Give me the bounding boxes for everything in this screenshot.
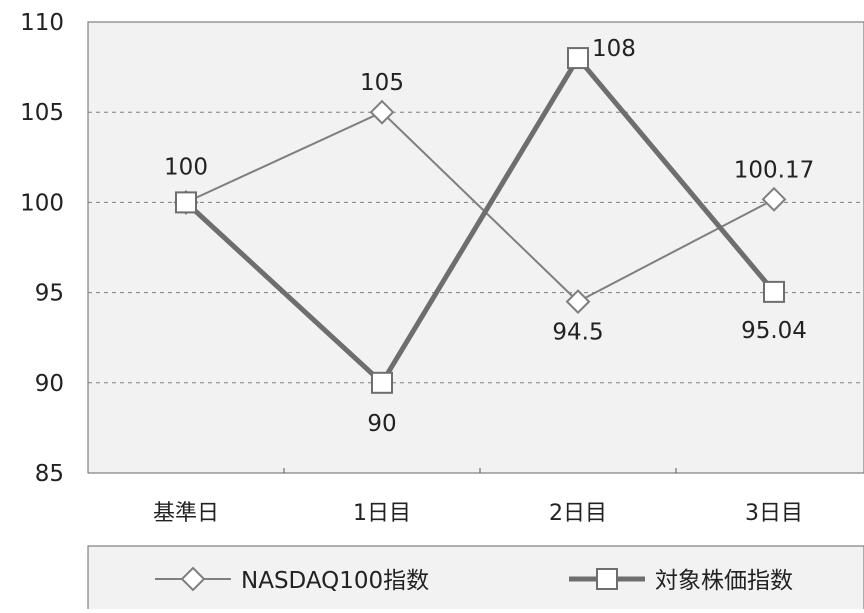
y-tick-label: 90 bbox=[35, 371, 64, 397]
y-tick-label: 85 bbox=[35, 461, 64, 487]
data-label: 90 bbox=[367, 411, 396, 437]
legend: NASDAQ100指数 対象株価指数 bbox=[87, 545, 864, 613]
x-tick-label: 2日目 bbox=[549, 501, 607, 526]
series-line-nasdaq bbox=[185, 111, 775, 303]
y-tick-label: 95 bbox=[35, 281, 64, 307]
data-label: 105 bbox=[360, 70, 404, 96]
legend-label-nasdaq: NASDAQ100指数 bbox=[241, 568, 429, 594]
y-tick-label: 105 bbox=[20, 100, 64, 126]
data-labels: 105 94.5 100.17 100 90 108 95.04 bbox=[164, 36, 814, 437]
plot-area bbox=[87, 21, 864, 474]
data-point-target bbox=[763, 280, 785, 303]
legend-label-target: 対象株価指数 bbox=[655, 568, 793, 594]
data-point-nasdaq bbox=[761, 186, 787, 212]
data-point-nasdaq bbox=[565, 289, 591, 315]
y-tick-label: 100 bbox=[20, 190, 64, 216]
series-lines bbox=[173, 47, 787, 394]
data-point-target bbox=[371, 371, 393, 394]
gridlines bbox=[88, 111, 864, 384]
data-label: 94.5 bbox=[552, 320, 603, 346]
data-point-target bbox=[567, 47, 589, 70]
data-label: 95.04 bbox=[741, 318, 807, 344]
legend-marker-target bbox=[596, 568, 618, 590]
x-tick-label: 1日目 bbox=[353, 501, 411, 526]
x-axis-ticks: 基準日 1日目 2日目 3日目 bbox=[153, 468, 803, 526]
data-label: 100.17 bbox=[734, 157, 814, 183]
x-tick-label: 基準日 bbox=[153, 501, 219, 526]
data-point-nasdaq bbox=[369, 99, 395, 125]
data-label: 100 bbox=[164, 154, 208, 180]
data-label: 108 bbox=[592, 36, 636, 62]
legend-marker-nasdaq bbox=[180, 566, 206, 592]
data-point-target bbox=[175, 191, 197, 214]
y-tick-label: 110 bbox=[20, 10, 64, 36]
x-tick-label: 3日目 bbox=[745, 501, 803, 526]
y-axis-ticks: 85 90 95 100 105 110 bbox=[20, 10, 64, 487]
series-line-target bbox=[184, 55, 776, 386]
